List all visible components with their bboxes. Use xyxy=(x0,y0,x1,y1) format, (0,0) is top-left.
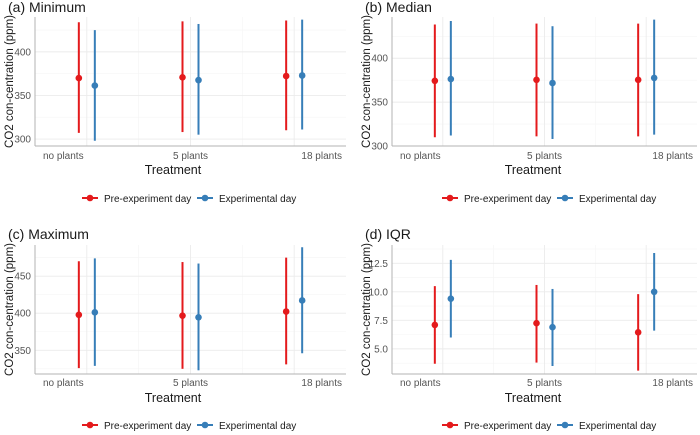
legend-key-point xyxy=(561,421,569,429)
x-axis-label: Treatment xyxy=(145,163,202,177)
legend-key-point xyxy=(201,421,209,429)
y-tick-label: 350 xyxy=(371,98,388,109)
data-point xyxy=(634,329,642,336)
legend-label: Pre-experiment day xyxy=(464,421,551,432)
y-tick-label: 350 xyxy=(14,91,31,102)
x-tick-label: no plants xyxy=(400,378,441,389)
panel-title: (d) IQR xyxy=(365,226,411,242)
data-point xyxy=(179,74,186,81)
legend-label: Pre-experiment day xyxy=(464,194,551,205)
y-tick-label: 400 xyxy=(14,309,31,320)
x-tick-label: 18 plants xyxy=(301,378,342,389)
data-point xyxy=(431,321,439,329)
legend: Pre-experiment day Experimental day xyxy=(82,421,296,432)
panel-2: 350 400 450 no plants 5 plants 18 plants (c) M… xyxy=(4,226,346,432)
x-tick-label: 5 plants xyxy=(527,151,562,162)
y-tick-label: 300 xyxy=(371,142,388,153)
data-point xyxy=(91,309,99,316)
y-axis-label: CO2 con-centration (ppm) xyxy=(361,15,373,148)
legend-key-point xyxy=(201,194,209,202)
y-tick-label: 7.5 xyxy=(374,316,388,327)
legend-key-point xyxy=(446,421,454,429)
legend: Pre-experiment day Experimental day xyxy=(82,194,296,205)
data-point xyxy=(447,75,455,83)
x-axis-label: Treatment xyxy=(505,163,562,177)
data-point xyxy=(75,311,83,319)
x-tick-label: 18 plants xyxy=(301,151,342,162)
data-point xyxy=(282,308,290,315)
data-point xyxy=(282,72,290,80)
data-point xyxy=(298,72,306,79)
legend-label: Experimental day xyxy=(579,421,656,432)
data-point xyxy=(650,288,658,296)
legend-label: Experimental day xyxy=(579,194,656,205)
data-point xyxy=(533,319,540,327)
x-tick-label: no plants xyxy=(400,151,441,162)
data-point xyxy=(549,323,556,331)
legend-label: Pre-experiment day xyxy=(104,194,191,205)
panel-3: 5.0 7.5 10.0 12.5 no plants 5 plants 18 plants… xyxy=(361,226,697,432)
data-point xyxy=(634,76,642,84)
panel-1: 300 350 400 no plants 5 plants 18 plants (b) M… xyxy=(361,0,697,205)
panel-title: (b) Median xyxy=(365,0,432,15)
x-axis-label: Treatment xyxy=(145,391,202,405)
data-point xyxy=(195,313,202,321)
legend-label: Experimental day xyxy=(219,194,296,205)
y-tick-label: 300 xyxy=(14,135,31,146)
panel-0: 300 350 400 no plants 5 plants 18 plants (a) M… xyxy=(4,0,346,205)
legend-key-point xyxy=(446,194,454,202)
y-tick-label: 350 xyxy=(14,346,31,357)
legend-label: Pre-experiment day xyxy=(104,421,191,432)
y-axis-label: CO2 con-centration (ppm) xyxy=(4,243,16,376)
x-tick-label: no plants xyxy=(43,151,84,162)
y-tick-label: 400 xyxy=(14,47,31,58)
legend-key-point xyxy=(86,421,94,429)
x-tick-label: 5 plants xyxy=(173,151,208,162)
y-tick-label: 5.0 xyxy=(374,344,388,355)
data-point xyxy=(195,76,202,84)
y-tick-label: 450 xyxy=(14,272,31,283)
x-tick-label: no plants xyxy=(43,378,84,389)
panel-title: (c) Maximum xyxy=(8,226,89,242)
legend: Pre-experiment day Experimental day xyxy=(442,194,656,205)
x-tick-label: 18 plants xyxy=(652,151,693,162)
panel-title: (a) Minimum xyxy=(8,0,86,15)
data-point xyxy=(179,312,186,319)
data-point xyxy=(431,77,439,85)
data-point xyxy=(298,297,306,304)
y-axis-label: CO2 con-centration (ppm) xyxy=(361,243,373,376)
legend-key-point xyxy=(86,194,94,202)
y-axis-label: CO2 con-centration (ppm) xyxy=(4,15,16,148)
y-tick-label: 400 xyxy=(371,54,388,65)
legend-label: Experimental day xyxy=(219,421,296,432)
y-tick-label: 10.0 xyxy=(369,287,389,298)
data-point xyxy=(91,82,99,89)
x-tick-label: 18 plants xyxy=(652,378,693,389)
x-tick-label: 5 plants xyxy=(173,378,208,389)
x-tick-label: 5 plants xyxy=(527,378,562,389)
data-point xyxy=(549,79,556,87)
y-tick-label: 12.5 xyxy=(369,259,389,270)
legend: Pre-experiment day Experimental day xyxy=(442,421,656,432)
data-point xyxy=(447,295,455,302)
legend-key-point xyxy=(561,194,569,202)
data-point xyxy=(533,76,540,84)
data-point xyxy=(75,74,83,82)
x-axis-label: Treatment xyxy=(505,391,562,405)
data-point xyxy=(650,74,658,82)
